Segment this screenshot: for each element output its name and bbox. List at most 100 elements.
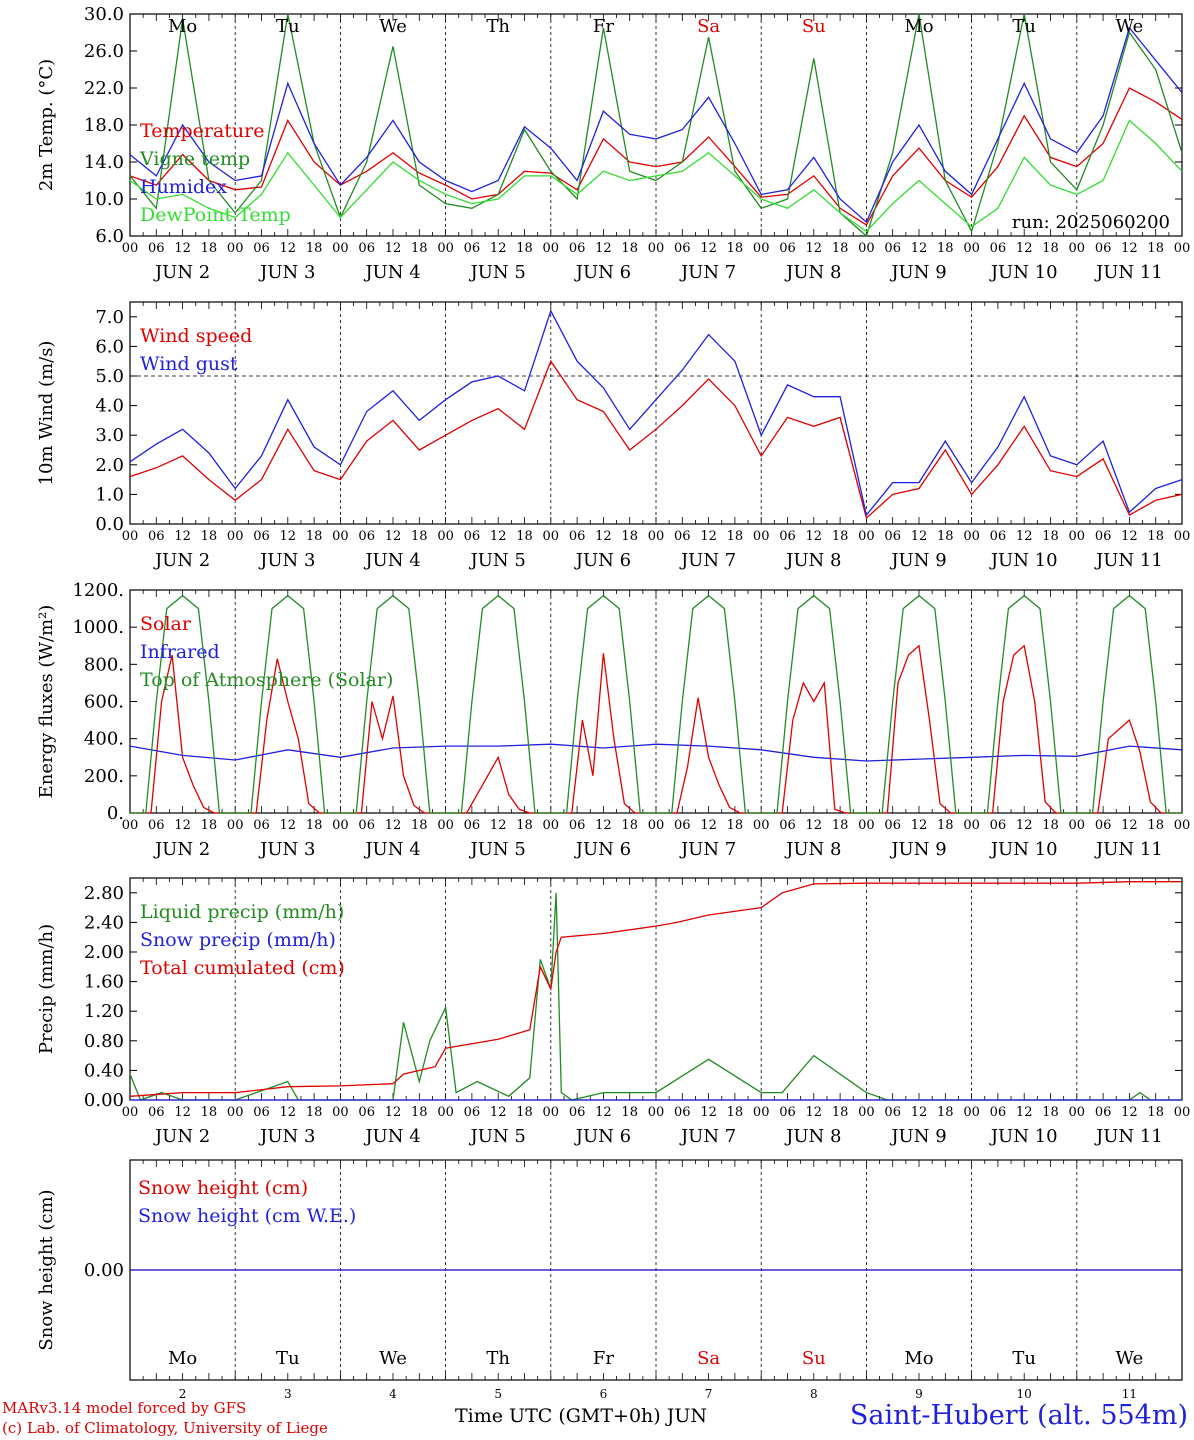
hour-tick-label: 12	[174, 529, 191, 544]
date-label: JUN 5	[469, 1126, 526, 1147]
hour-tick-label: 06	[884, 1105, 901, 1120]
date-label: JUN 11	[1094, 1126, 1163, 1147]
hour-tick-label: 00	[227, 241, 244, 256]
y-axis-title: 2m Temp. (°C)	[36, 59, 57, 191]
legend-entry: Snow height (cm)	[138, 1177, 308, 1199]
hour-tick-label: 12	[595, 818, 612, 833]
hour-tick-label: 18	[832, 529, 849, 544]
date-label: JUN 7	[679, 550, 736, 571]
hour-tick-label: 12	[1121, 241, 1138, 256]
date-label: JUN 5	[469, 839, 526, 860]
hour-tick-label: 00	[332, 818, 349, 833]
run-label: run: 2025060200	[1012, 212, 1170, 233]
date-label: JUN 6	[574, 1126, 631, 1147]
hour-tick-label: 00	[122, 1105, 139, 1120]
date-label: JUN 5	[469, 262, 526, 283]
hour-tick-label: 00	[648, 241, 665, 256]
hour-tick-label: 12	[911, 1105, 928, 1120]
hour-tick-label: 06	[569, 818, 586, 833]
hour-tick-label: 18	[937, 241, 954, 256]
hour-tick-label: 12	[280, 241, 297, 256]
hour-tick-label: 06	[990, 818, 1007, 833]
day-number: 11	[1122, 1387, 1137, 1401]
y-tick-label: 2.80	[84, 883, 124, 904]
y-tick-label: 10.0	[84, 189, 124, 210]
panel-2	[129, 301, 1183, 525]
weekday-label: We	[379, 1348, 407, 1369]
weekday-label: Tu	[1012, 1348, 1036, 1369]
hour-tick-label: 12	[911, 529, 928, 544]
hour-tick-label: 00	[332, 241, 349, 256]
day-number: 8	[810, 1387, 818, 1401]
weekday-label: Mo	[168, 16, 197, 37]
hour-tick-label: 06	[148, 818, 165, 833]
date-label: JUN 7	[679, 1126, 736, 1147]
y-tick-label: 1200.	[72, 580, 124, 601]
hour-tick-label: 12	[911, 818, 928, 833]
y-tick-label: 22.0	[84, 78, 124, 99]
y-tick-label: 0.00	[84, 1260, 124, 1281]
date-label: JUN 2	[153, 550, 210, 571]
hour-tick-label: 18	[306, 529, 323, 544]
y-tick-label: 6.0	[95, 226, 124, 247]
weekday-label: Su	[802, 1348, 826, 1369]
hour-tick-label: 18	[516, 1105, 533, 1120]
hour-tick-label: 06	[779, 529, 796, 544]
x-axis-title: Time UTC (GMT+0h) JUN	[455, 1405, 707, 1427]
hour-tick-label: 06	[884, 529, 901, 544]
legend-entry: Temperature	[140, 120, 264, 142]
date-label: JUN 4	[363, 1126, 420, 1147]
y-tick-label: 4.0	[95, 396, 124, 417]
hour-tick-label: 18	[832, 818, 849, 833]
hour-tick-label: 12	[1016, 529, 1033, 544]
hour-tick-label: 12	[806, 529, 823, 544]
hour-tick-label: 18	[1147, 818, 1164, 833]
y-tick-label: 2.00	[84, 942, 124, 963]
date-label: JUN 7	[679, 262, 736, 283]
weekday-label: Th	[486, 1348, 510, 1369]
date-label: JUN 3	[258, 1126, 315, 1147]
date-label: JUN 10	[989, 1126, 1058, 1147]
hour-tick-label: 06	[253, 241, 270, 256]
hour-tick-label: 00	[963, 241, 980, 256]
day-number: 7	[705, 1387, 713, 1401]
hour-tick-label: 06	[464, 818, 481, 833]
hour-tick-label: 18	[1147, 241, 1164, 256]
hour-tick-label: 12	[1016, 241, 1033, 256]
date-label: JUN 5	[469, 550, 526, 571]
hour-tick-label: 12	[1121, 818, 1138, 833]
series-line	[129, 743, 1183, 762]
weekday-label: We	[1116, 16, 1144, 37]
hour-tick-label: 06	[884, 818, 901, 833]
weekday-label: Fr	[593, 16, 614, 37]
hour-tick-label: 06	[674, 529, 691, 544]
hour-tick-label: 06	[148, 529, 165, 544]
weekday-label: Sa	[697, 16, 720, 37]
hour-tick-label: 18	[516, 241, 533, 256]
y-tick-label: 600.	[84, 692, 124, 713]
hour-tick-label: 18	[727, 529, 744, 544]
y-tick-label: 800.	[84, 654, 124, 675]
y-tick-label: 0.0	[95, 514, 124, 535]
day-number: 2	[179, 1387, 187, 1401]
y-tick-label: 1000.	[72, 617, 124, 638]
hour-tick-label: 00	[753, 529, 770, 544]
hour-tick-label: 00	[437, 1105, 454, 1120]
hour-tick-label: 12	[595, 529, 612, 544]
y-tick-label: 200.	[84, 766, 124, 787]
hour-tick-label: 00	[1069, 818, 1086, 833]
date-label: JUN 6	[574, 839, 631, 860]
hour-tick-label: 00	[437, 241, 454, 256]
hour-tick-label: 06	[674, 1105, 691, 1120]
hour-tick-label: 00	[753, 818, 770, 833]
weekday-label: Su	[802, 16, 826, 37]
y-axis-title: Snow height (cm)	[36, 1189, 57, 1350]
legend-entry: Infrared	[140, 641, 220, 663]
hour-tick-label: 18	[1147, 529, 1164, 544]
hour-tick-label: 18	[1042, 1105, 1059, 1120]
weekday-label: Tu	[276, 16, 300, 37]
y-tick-label: 5.0	[95, 366, 124, 387]
date-label: JUN 8	[784, 550, 841, 571]
hour-tick-label: 12	[806, 818, 823, 833]
date-label: JUN 10	[989, 262, 1058, 283]
